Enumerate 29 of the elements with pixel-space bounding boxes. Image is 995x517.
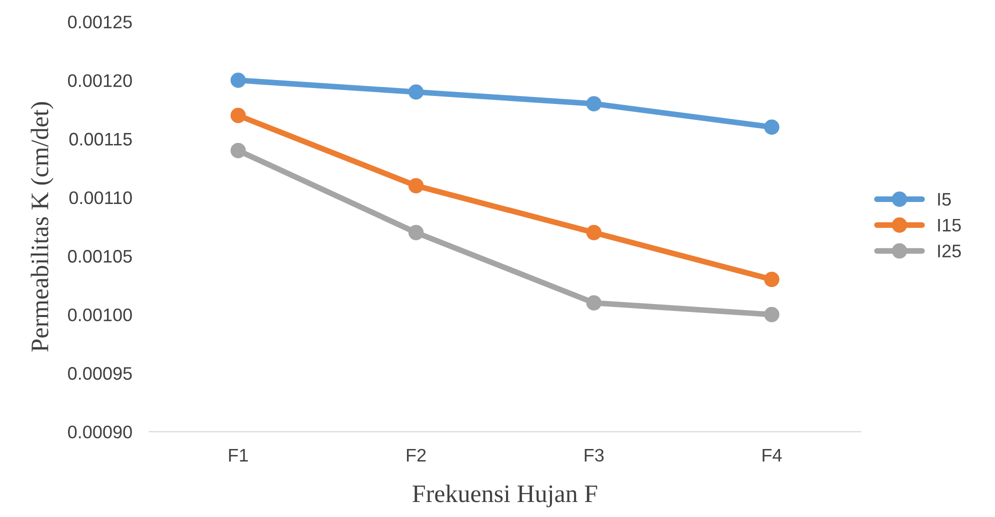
point — [408, 84, 424, 100]
point — [586, 96, 602, 112]
point — [764, 272, 780, 288]
point — [586, 295, 602, 310]
legend-label: I15 — [938, 218, 961, 232]
x-axis-title: Frekuensi Hujan F — [412, 484, 598, 508]
x-tick-label: F2 — [406, 448, 426, 462]
point — [586, 224, 602, 240]
point — [230, 142, 246, 158]
point — [764, 120, 780, 135]
y-tick-label: 0.00120 — [68, 74, 132, 88]
y-tick-label: 0.00105 — [68, 250, 132, 263]
x-tick-label: F3 — [584, 448, 604, 462]
legend-label: I25 — [938, 244, 961, 258]
point — [408, 178, 424, 194]
point — [230, 108, 246, 124]
point — [408, 224, 424, 240]
x-tick-label: F1 — [229, 449, 248, 462]
y-tick-label: 0.00095 — [68, 367, 132, 380]
y-tick-label: 0.00125 — [68, 16, 132, 28]
y-tick-label: 0.00115 — [69, 132, 132, 146]
legend-label: I5 — [938, 193, 951, 206]
y-axis-title: Permeabilitas K (cm/det) — [30, 102, 54, 352]
x-tick-label: F4 — [762, 449, 782, 462]
point — [764, 306, 780, 322]
y-tick-label: 0.00090 — [68, 426, 132, 438]
y-tick-label: 0.00110 — [69, 191, 132, 204]
y-tick-label: 0.00100 — [68, 308, 132, 322]
point — [230, 72, 246, 88]
